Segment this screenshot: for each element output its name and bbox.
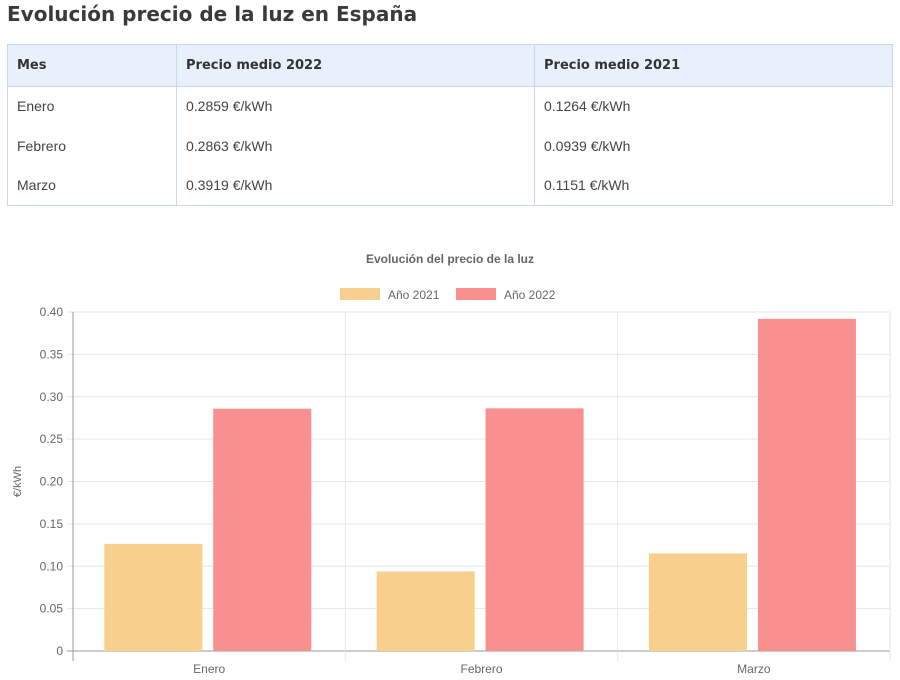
cell-mes: Enero [7,86,177,126]
page-title: Evolución precio de la luz en España [7,2,418,26]
x-tick-label: Marzo [737,662,771,676]
bar [376,571,475,651]
y-axis-label: €/kWh [12,466,24,497]
table-row: Febrero 0.2863 €/kWh 0.0939 €/kWh [7,125,893,166]
y-tick-label: 0 [56,644,63,658]
cell-precio-2021: 0.1264 €/kWh [534,86,893,126]
bar [213,408,312,651]
price-chart-svg: Evolución del precio de la luz Año 2021 Añ… [12,252,891,676]
legend-swatch [340,288,380,300]
y-tick-label: 0.25 [40,432,64,446]
table-row: Marzo 0.3919 €/kWh 0.1151 €/kWh [7,165,893,206]
cell-precio-2022: 0.2863 €/kWh [176,125,535,166]
price-table: Mes Precio medio 2022 Precio medio 2021 … [7,44,893,206]
bar [757,318,856,651]
y-tick-label: 0.35 [40,347,64,361]
price-chart: Evolución del precio de la luz Año 2021 Añ… [0,240,900,680]
y-tick-label: 0.30 [40,390,64,404]
y-tick-label: 0.40 [40,305,64,319]
x-tick-label: Febrero [460,662,502,676]
y-tick-label: 0.15 [40,517,64,531]
legend-label: Año 2021 [388,288,440,302]
bar [648,553,748,651]
legend-label: Año 2022 [504,288,556,302]
bar [104,543,203,651]
chart-title: Evolución del precio de la luz [366,252,534,266]
y-tick-label: 0.10 [40,559,64,573]
table-header-row: Mes Precio medio 2022 Precio medio 2021 [7,44,893,87]
legend-swatch [456,288,496,300]
header-precio-2021: Precio medio 2021 [534,44,893,87]
cell-precio-2022: 0.3919 €/kWh [176,165,535,206]
cell-precio-2022: 0.2859 €/kWh [176,86,535,126]
x-tick-label: Enero [193,662,225,676]
bar [485,408,584,651]
cell-mes: Febrero [7,125,177,166]
header-mes: Mes [7,44,177,87]
y-tick-label: 0.05 [40,602,64,616]
table-row: Enero 0.2859 €/kWh 0.1264 €/kWh [7,86,893,126]
cell-precio-2021: 0.1151 €/kWh [534,165,893,206]
cell-mes: Marzo [7,165,177,206]
header-precio-2022: Precio medio 2022 [176,44,535,87]
y-tick-label: 0.20 [40,475,64,489]
cell-precio-2021: 0.0939 €/kWh [534,125,893,166]
